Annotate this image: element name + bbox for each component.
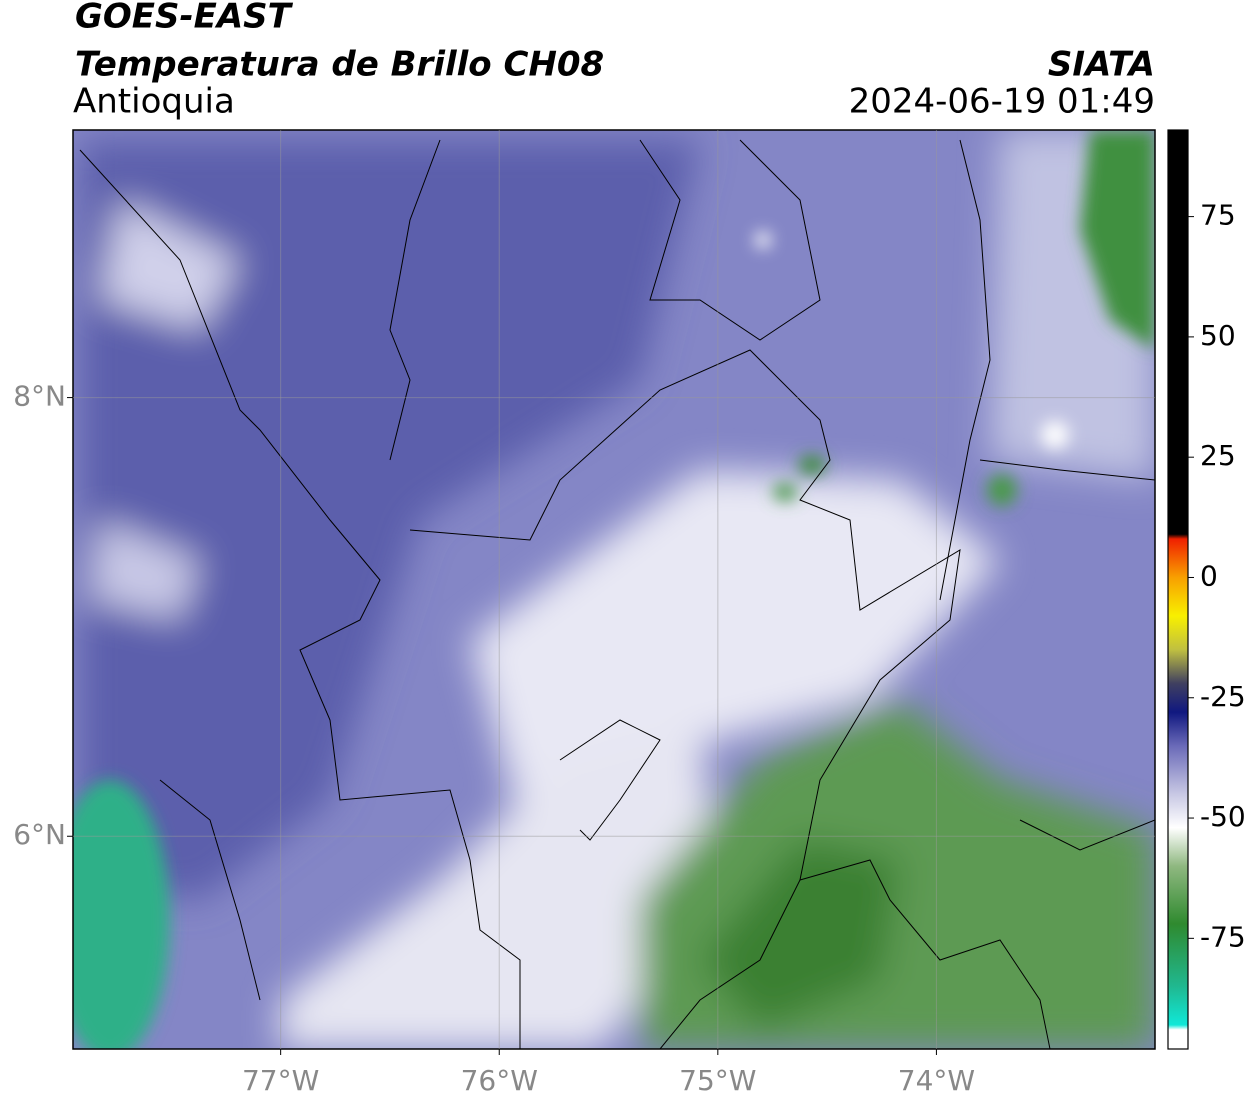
source: SIATA xyxy=(1048,45,1155,85)
x-tick-label: 76°W xyxy=(461,1064,538,1097)
colorbar-tick-label: 75 xyxy=(1200,199,1236,232)
colorbar-tick-label: 25 xyxy=(1200,439,1236,472)
plot-frame xyxy=(72,129,1156,1050)
y-tick-label: 6°N xyxy=(13,818,66,851)
datetime: 2024-06-19 01:49 xyxy=(849,82,1155,122)
colorbar xyxy=(1167,129,1189,1050)
colorbar-tick-label: -25 xyxy=(1200,680,1246,713)
subtitle: Temperatura de Brillo CH08 xyxy=(75,45,604,85)
colorbar-tick-label: 0 xyxy=(1200,559,1218,592)
colorbar-tick-label: -75 xyxy=(1200,920,1246,953)
colorbar-tick-label: 50 xyxy=(1200,319,1236,352)
title: GOES-EAST xyxy=(75,0,294,37)
x-tick-label: 74°W xyxy=(898,1064,975,1097)
x-tick-label: 75°W xyxy=(679,1064,756,1097)
x-tick-label: 77°W xyxy=(242,1064,319,1097)
colorbar-tick-label: -50 xyxy=(1200,800,1246,833)
region: Antioquia xyxy=(73,82,235,122)
satellite-image xyxy=(73,130,1155,1049)
y-tick-label: 8°N xyxy=(13,380,66,413)
